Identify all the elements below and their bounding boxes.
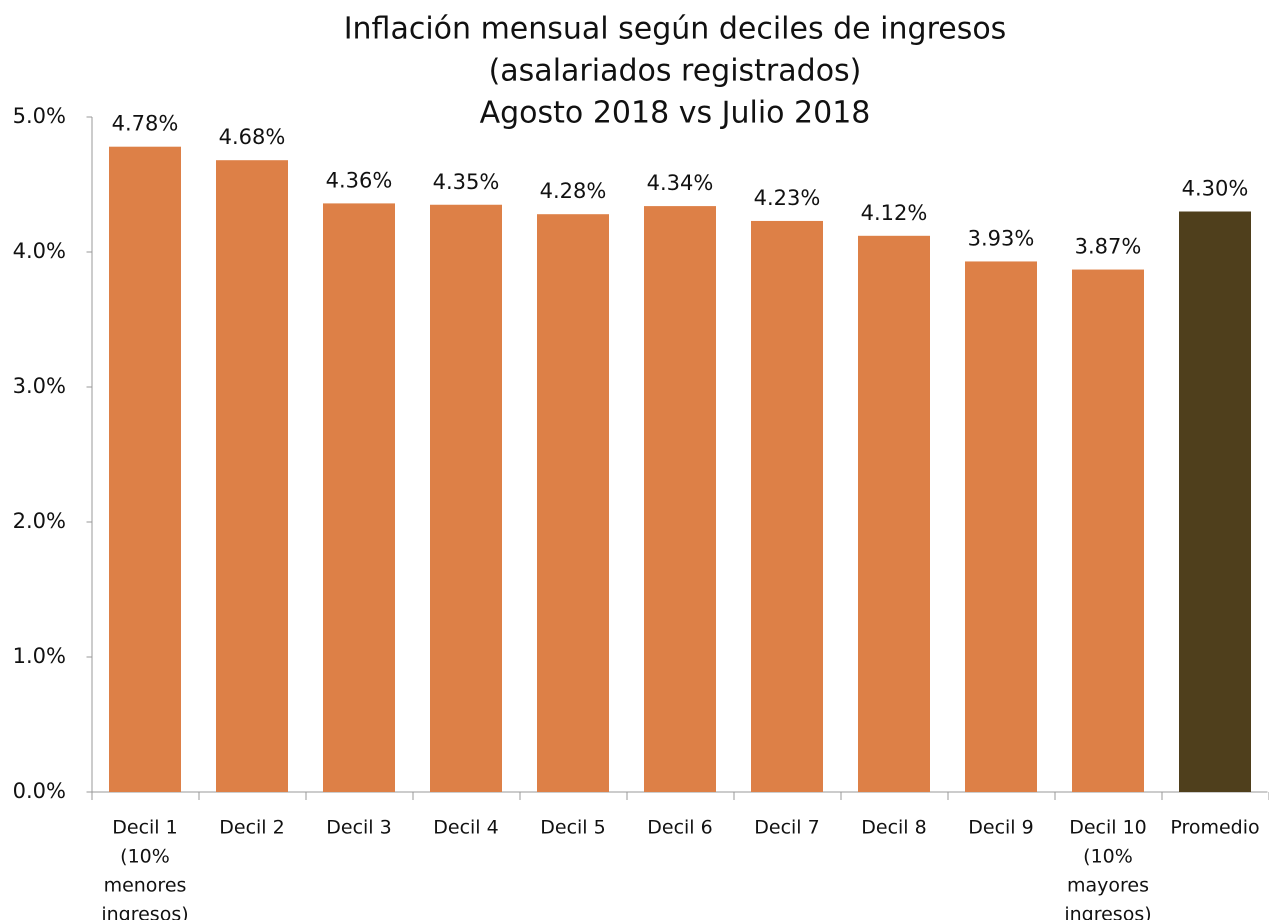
x-tick-label: Decil 5 (540, 817, 605, 839)
value-label: 4.68% (219, 125, 286, 149)
bar (751, 220, 823, 792)
value-label: 4.23% (754, 186, 821, 210)
value-label: 4.78% (112, 112, 179, 136)
x-tick-label: Decil 7 (754, 817, 819, 839)
bar (323, 203, 395, 792)
x-tick-label: Decil 6 (647, 817, 712, 839)
y-tick-label: 5.0% (13, 104, 66, 128)
value-label: 4.12% (861, 201, 928, 225)
y-tick-label: 4.0% (13, 239, 66, 263)
x-tick-label: Decil 1 (112, 817, 177, 839)
value-label: 4.35% (433, 170, 500, 194)
x-tick-label: Decil 4 (433, 817, 498, 839)
x-tick-label: mayores (1067, 875, 1149, 897)
chart-title: Agosto 2018 vs Julio 2018 (480, 96, 871, 131)
value-label: 4.28% (540, 179, 607, 203)
chart-title: (asalariados registrados) (489, 54, 862, 89)
value-label: 4.36% (326, 168, 393, 192)
chart-title: Inflación mensual según deciles de ingre… (344, 12, 1007, 47)
bar (216, 160, 288, 792)
y-tick-label: 1.0% (13, 644, 66, 668)
bar (430, 204, 502, 792)
value-label: 3.93% (968, 226, 1035, 250)
bar (537, 214, 609, 792)
bar (109, 146, 181, 792)
x-tick-label: Decil 2 (219, 817, 284, 839)
y-tick-label: 0.0% (13, 779, 66, 803)
y-tick-label: 2.0% (13, 509, 66, 533)
x-tick-label: Promedio (1170, 817, 1259, 839)
bar (858, 235, 930, 793)
x-tick-label: Decil 8 (861, 817, 926, 839)
x-tick-label: ingresos) (101, 904, 188, 920)
x-tick-label: Decil 9 (968, 817, 1033, 839)
value-label: 4.30% (1182, 177, 1249, 201)
bar (1072, 269, 1144, 792)
bar (644, 206, 716, 793)
bar (965, 261, 1037, 792)
x-tick-label: Decil 3 (326, 817, 391, 839)
bar (1179, 211, 1251, 792)
x-tick-label: menores (104, 875, 187, 897)
x-tick-label: ingresos) (1064, 904, 1151, 920)
value-label: 4.34% (647, 171, 714, 195)
value-label: 3.87% (1075, 235, 1142, 259)
y-tick-label: 3.0% (13, 374, 66, 398)
x-tick-label: Decil 10 (1069, 817, 1147, 839)
x-tick-label: (10% (1083, 846, 1133, 868)
x-tick-label: (10% (120, 846, 170, 868)
